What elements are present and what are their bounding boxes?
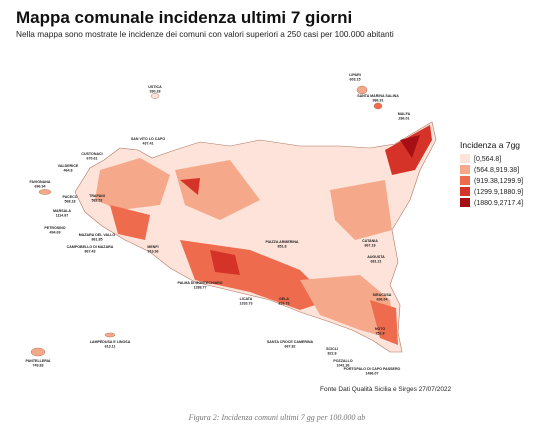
- place-value: 681.21: [371, 260, 382, 264]
- place-value: 752.8: [376, 332, 385, 336]
- place-name: PETROSINO: [44, 226, 65, 230]
- area: [210, 250, 240, 275]
- area: [400, 135, 420, 158]
- place-name: POZZALLO: [333, 359, 353, 363]
- area: [110, 205, 150, 240]
- place-name: LICATA: [240, 297, 253, 301]
- place-name: PORTOPALO DI CAPO PASSERO: [344, 367, 401, 371]
- map: [30, 85, 437, 357]
- place-value: 867.43: [85, 250, 96, 254]
- place-value: 670.61: [87, 157, 98, 161]
- place-value: 861.85: [92, 238, 103, 242]
- place-value: 390.28: [150, 90, 161, 94]
- legend-title: Incidenza a 7gg: [460, 140, 520, 150]
- place-value: 494.69: [50, 231, 61, 235]
- place-value: 851.8: [278, 245, 287, 249]
- area: [300, 275, 395, 340]
- area: [370, 300, 398, 345]
- place-name: SCICLI: [326, 347, 338, 351]
- place-value: 582.52: [92, 199, 103, 203]
- island: [38, 189, 52, 195]
- place-name: LAMPEDUSA E LINOSA: [90, 340, 131, 344]
- place-name: PIAZZA ARMERINA: [265, 240, 298, 244]
- place-value: 613.11: [105, 345, 116, 349]
- place-value: 919.36: [148, 250, 159, 254]
- place-value: 749.83: [33, 364, 44, 368]
- place-value: 667.82: [285, 345, 296, 349]
- place-value: 696.04: [377, 298, 388, 302]
- legend-label: (1880.9,2717.4]: [474, 200, 523, 207]
- place-value: 464.8: [64, 169, 73, 173]
- subtitle: Nella mappa sono mostrate le incidenze d…: [16, 29, 394, 39]
- place-name: TRAPANI: [89, 194, 105, 198]
- legend-swatch: [460, 176, 470, 185]
- place-value: 286.01: [399, 117, 410, 121]
- place-name: NOTO: [375, 327, 386, 331]
- place-value: 1041.36: [337, 364, 350, 368]
- island: [356, 85, 368, 95]
- place-name: PANTELLERIA: [26, 359, 51, 363]
- caption: Figura 2: Incidenza comuni ultimi 7 gg p…: [188, 413, 366, 422]
- place-value: 867.18: [365, 244, 376, 248]
- island: [30, 347, 46, 357]
- legend-swatch: [460, 154, 470, 163]
- place-value: 1114.87: [56, 214, 69, 218]
- place-name: SIRACUSA: [373, 293, 392, 297]
- place-value: 1486.07: [366, 372, 379, 376]
- place-name: SANTA CROCE CAMERINA: [267, 340, 314, 344]
- place-value: 437.41: [143, 142, 154, 146]
- place-name: USTICA: [148, 85, 162, 89]
- place-value: 1288.77: [194, 286, 207, 290]
- place-value: 826.73: [279, 302, 290, 306]
- title: Mappa comunale incidenza ultimi 7 giorni: [16, 8, 352, 27]
- place-name: MAZARA DEL VALLO: [79, 233, 116, 237]
- place-value: 1333.73: [240, 302, 253, 306]
- island: [150, 93, 160, 99]
- island: [373, 102, 383, 110]
- legend-swatch: [460, 187, 470, 196]
- place-name: CAMPOBELLO DI MAZARA: [67, 245, 114, 249]
- legend-label: (919.38,1299.9]: [474, 178, 523, 185]
- place-name: PALMA DI MONTECHIARO: [177, 281, 222, 285]
- place-name: AUGUSTA: [367, 255, 385, 259]
- island: [104, 332, 116, 338]
- place-name: PACECO: [62, 195, 77, 199]
- legend: [0,564.8] (564.8,919.38] (919.38,1299.9] (1…: [460, 154, 523, 207]
- place-name: CUSTONACI: [81, 152, 102, 156]
- place-name: CATANIA: [362, 239, 378, 243]
- place-name: SANTA MARINA SALINA: [357, 94, 399, 98]
- place-name: MARSALA: [53, 209, 71, 213]
- place-value: 696.94: [35, 185, 46, 189]
- place-value: 568.18: [65, 200, 76, 204]
- place-name: MENFI: [147, 245, 158, 249]
- area: [330, 180, 392, 240]
- legend-label: (564.8,919.38]: [474, 167, 519, 174]
- place-name: SAN VITO LO CAPO: [131, 137, 165, 141]
- source: Fonte Dati Qualità Sicilia e Sirges 27/0…: [320, 386, 452, 393]
- legend-label: [0,564.8]: [474, 156, 501, 163]
- place-value: 986.91: [373, 99, 384, 103]
- area: [95, 158, 170, 210]
- place-name: FAVIGNANA: [30, 180, 51, 184]
- place-name: GELA: [279, 297, 289, 301]
- legend-swatch: [460, 165, 470, 174]
- area: [180, 178, 200, 195]
- place-name: VALDERICE: [58, 164, 79, 168]
- place-value: 822.8: [328, 352, 337, 356]
- area: [175, 160, 260, 220]
- legend-label: (1299.9,1880.9]: [474, 189, 523, 196]
- place-value: 603.15: [350, 78, 361, 82]
- legend-swatch: [460, 198, 470, 207]
- place-name: MALFA: [398, 112, 411, 116]
- place-name: LIPARI: [349, 73, 361, 77]
